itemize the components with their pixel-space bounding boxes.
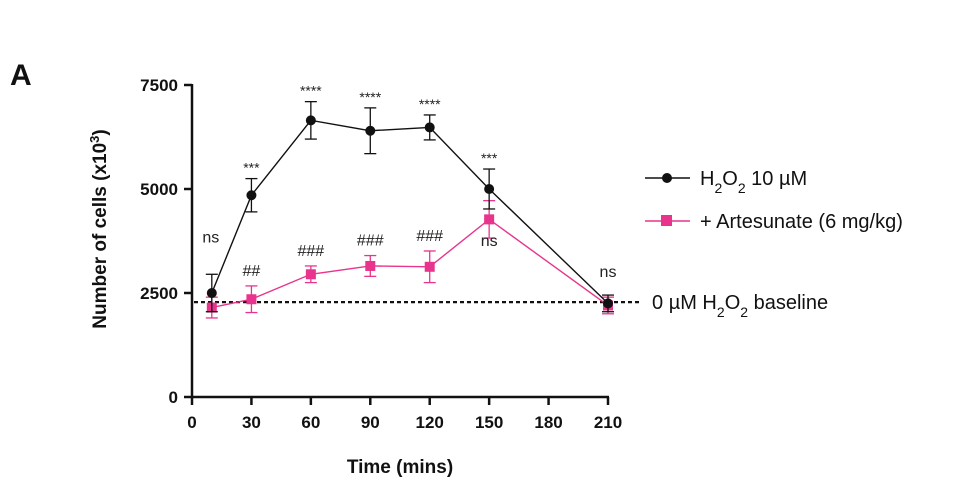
legend-label-sub: 2 [714,180,722,196]
x-tick-label: 0 [187,413,196,432]
legend-marker-h2o2 [662,173,672,183]
legend-label-sub: 2 [738,180,746,196]
data-point [305,115,316,126]
baseline-label-sub: 2 [740,304,748,320]
data-point [246,190,257,201]
baseline-label: 0 µM H2O2 baseline [652,292,828,320]
series-line [211,218,609,309]
series-h2o2 [205,100,614,313]
data-point [484,214,495,225]
significance-label: ns [481,233,498,250]
legend-label-artesunate: + Artesunate (6 mg/kg) [700,211,903,233]
axes: 0 2500 5000 7500 0 30 60 90 120 150 180 210 [140,76,622,432]
significance-label: **** [359,89,381,105]
x-axis-title: Time (mins) [347,457,453,478]
x-tick-label: 90 [361,413,380,432]
baseline-label-sub: 2 [717,304,725,320]
x-tick-label: 150 [475,413,503,432]
significance-label: ### [416,228,443,245]
legend-label-part: O [722,168,738,190]
data-point [305,269,316,280]
series-artesunate [205,199,614,319]
baseline-label-part: O [725,292,741,314]
data-point [365,125,376,136]
significance-label: ### [298,243,325,260]
y-axis-title: Number of cells (x103) [87,129,112,328]
baseline-label-part: µ [669,292,681,314]
x-tick-label: 120 [416,413,444,432]
data-point [206,288,217,298]
significance-label: ### [357,233,384,250]
baseline-label-part: baseline [748,292,828,314]
significance-label: ns [600,264,617,281]
data-point [246,294,257,305]
significance-label: ns [202,229,219,246]
y-tick-label: 2500 [140,284,178,303]
baseline-label-part: M H [680,292,717,314]
panel-label: A [10,59,32,92]
x-tick-label: 30 [242,413,261,432]
data-point [424,261,435,272]
significance-label: **** [419,96,441,112]
y-axis-title-main: Number of cells (x10 [90,143,111,329]
data-point [603,298,613,309]
data-point [424,122,435,133]
baseline-label-part: 0 [652,292,669,314]
significance-annotations: ns******* **** *******ns######## ### ns [202,83,616,281]
legend-label-h2o2: H2O2 10 µM [700,168,807,196]
legend-label-part: 10 µM [746,168,808,190]
significance-label: *** [243,160,260,176]
significance-label: ## [243,263,261,280]
significance-label: **** [300,83,322,99]
significance-label: *** [481,150,498,166]
y-ticks: 0 2500 5000 7500 [140,76,192,407]
data-point [365,260,376,271]
data-point [484,184,495,194]
x-tick-label: 60 [301,413,320,432]
series-line [211,119,609,304]
y-tick-label: 5000 [140,180,178,199]
y-axis-title-sup: 3 [87,136,102,143]
legend: H2O2 10 µM + Artesunate (6 mg/kg) [645,168,903,233]
x-ticks: 0 30 60 90 120 150 180 210 [187,397,622,432]
x-tick-label: 210 [594,413,622,432]
y-tick-label: 0 [169,388,178,407]
y-tick-label: 7500 [140,76,178,95]
series-layer: ns******* **** *******ns######## ### ns [202,83,616,319]
legend-label-part: H [700,168,714,190]
legend-marker-artesunate [661,215,672,226]
y-axis-title-close: ) [90,129,111,135]
x-tick-label: 180 [534,413,562,432]
